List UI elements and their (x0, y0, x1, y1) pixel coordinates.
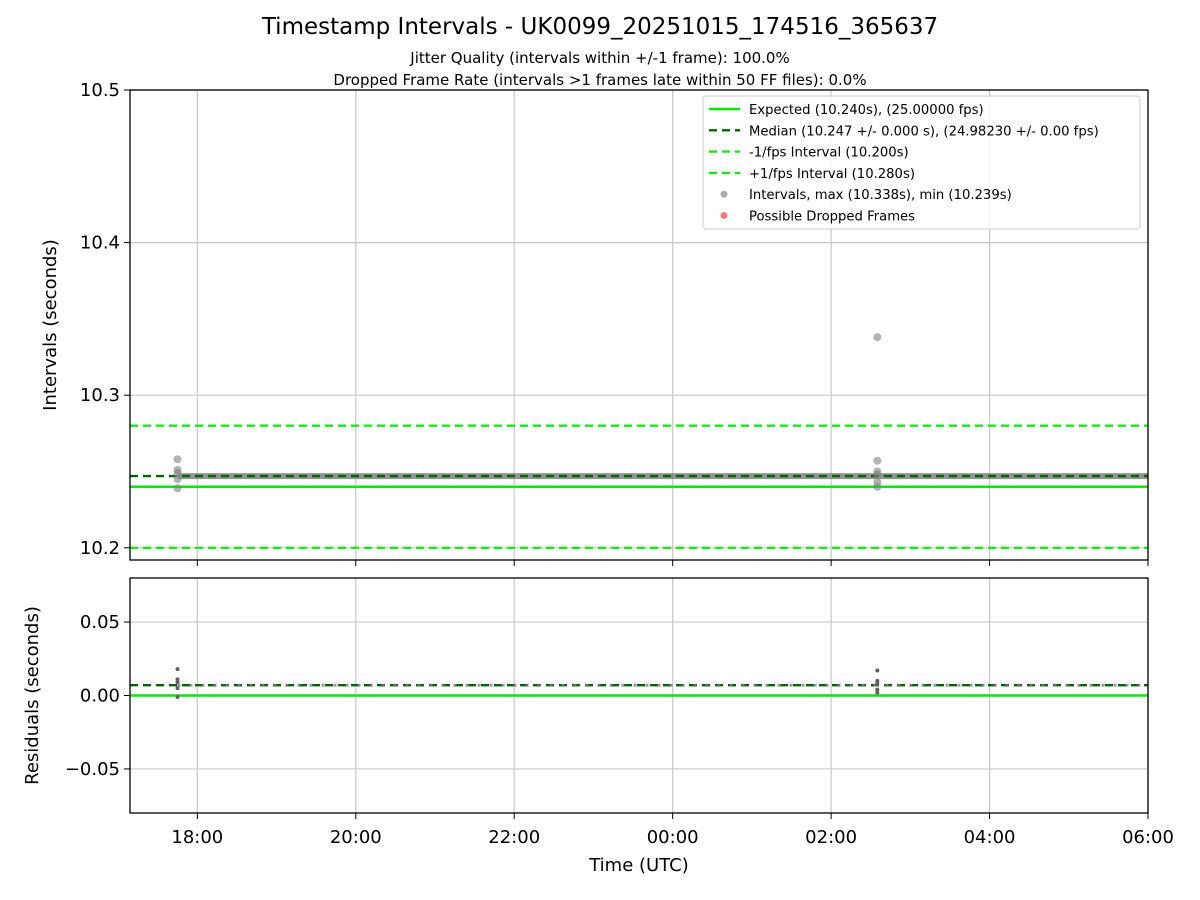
interval-point (873, 482, 882, 491)
residual-point (175, 680, 180, 685)
intervals-ytick-label: 10.4 (80, 233, 120, 254)
x-axis-label: Time (UTC) (588, 855, 689, 876)
jitter-quality-subtitle: Jitter Quality (intervals within +/-1 fr… (410, 49, 790, 67)
xtick-label: 22:00 (488, 827, 540, 848)
residuals-ytick-label: 0.00 (80, 686, 120, 707)
legend-label: Median (10.247 +/- 0.000 s), (24.98230 +… (749, 124, 1099, 139)
intervals-y-axis-label: Intervals (seconds) (40, 239, 61, 411)
xtick-label: 00:00 (647, 827, 699, 848)
residual-point (175, 677, 180, 682)
residual-point (875, 681, 880, 686)
interval-point (873, 456, 882, 465)
residuals-y-axis-label: Residuals (seconds) (22, 606, 43, 785)
legend-label: Expected (10.240s), (25.00000 fps) (749, 103, 984, 118)
residual-point (875, 690, 880, 695)
residual-point (875, 668, 880, 673)
residual-point (875, 687, 880, 692)
residuals-axes-frame (129, 577, 1149, 814)
intervals-axes-frame (129, 89, 1149, 561)
residual-point (875, 678, 880, 683)
interval-point (173, 455, 182, 464)
legend-label: Possible Dropped Frames (749, 210, 915, 225)
xtick-label: 02:00 (805, 827, 857, 848)
interval-point (873, 333, 882, 342)
xtick-label: 18:00 (171, 827, 223, 848)
legend-marker-swatch (720, 190, 728, 198)
residuals-ytick-label: −0.05 (65, 759, 120, 780)
chart-title: Timestamp Intervals - UK0099_20251015_17… (261, 14, 939, 40)
residual-point (175, 667, 180, 672)
interval-point (173, 469, 182, 478)
legend-marker-swatch (720, 212, 728, 219)
xtick-label: 04:00 (964, 827, 1016, 848)
intervals-ytick-label: 10.3 (80, 385, 120, 406)
interval-point (173, 475, 182, 484)
legend-box (702, 95, 1141, 230)
residuals-ytick-label: 0.05 (80, 612, 120, 633)
intervals-ytick-label: 10.2 (80, 538, 120, 559)
xtick-label: 06:00 (1122, 827, 1174, 848)
interval-point (873, 470, 882, 479)
legend-label: Intervals, max (10.338s), min (10.239s) (749, 188, 1012, 203)
dropped-frame-subtitle: Dropped Frame Rate (intervals >1 frames … (333, 71, 867, 89)
interval-point (173, 484, 182, 493)
xtick-label: 20:00 (330, 827, 382, 848)
legend-label: +1/fps Interval (10.280s) (749, 167, 915, 182)
residual-point (175, 694, 180, 699)
intervals-ytick-label: 10.5 (80, 80, 120, 101)
legend-label: -1/fps Interval (10.200s) (749, 146, 909, 161)
residual-point (175, 686, 180, 691)
